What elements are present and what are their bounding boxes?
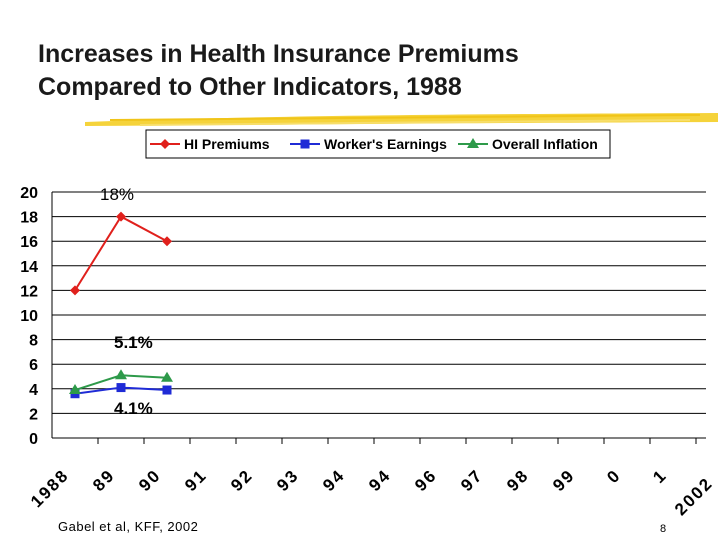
chart-series [69, 211, 173, 399]
legend-marker-triangle [467, 138, 479, 148]
x-tick-label: 91 [181, 465, 211, 495]
title-line-1: Increases in Health Insurance Premiums [38, 40, 519, 68]
legend-label: Overall Inflation [492, 136, 598, 152]
y-tick-label: 6 [29, 357, 38, 374]
x-tick-label: 96 [411, 465, 441, 495]
y-tick-label: 16 [20, 234, 38, 251]
data-point-square [116, 383, 126, 393]
x-tick-label: 90 [135, 465, 165, 495]
x-tick-label: 89 [89, 465, 119, 495]
x-tick-label: 92 [227, 465, 257, 495]
series-line [74, 215, 168, 291]
legend-marker-square [300, 139, 310, 149]
x-tick-label: 94 [319, 465, 349, 495]
chart-grid [52, 191, 706, 414]
x-tick-label: 93 [273, 465, 303, 495]
y-tick-label: 12 [20, 283, 38, 300]
x-tick-label: 99 [549, 465, 579, 495]
data-point-diamond [116, 211, 126, 222]
x-tick-label: 1988 [27, 465, 73, 511]
annotation-label: 18% [100, 185, 134, 204]
annotation-label: 5.1% [114, 333, 153, 352]
chart-labels: 18% 5.1% 4.1% [100, 185, 153, 418]
x-tick-label: 1 [649, 465, 671, 487]
y-tick-label: 18 [20, 210, 38, 227]
x-tick-label: 94 [365, 465, 395, 495]
legend-marker-diamond [160, 139, 170, 149]
y-tick-label: 10 [20, 308, 38, 325]
legend-label: HI Premiums [184, 136, 270, 152]
y-tick-label: 4 [29, 382, 38, 399]
chart-legend: HI Premiums Worker's Earnings Overall Infl… [145, 129, 611, 159]
data-point-square [162, 385, 172, 395]
x-tick-label: 2002 [671, 473, 717, 519]
x-tick-label: 0 [603, 465, 625, 487]
x-tick-label: 98 [503, 465, 533, 495]
page-number: 8 [660, 523, 667, 535]
source-citation: Gabel et al, KFF, 2002 [58, 519, 199, 534]
title-underline-brush [85, 113, 718, 126]
x-tick-label: 97 [457, 465, 487, 495]
annotation-label: 4.1% [114, 399, 153, 418]
data-point-diamond [162, 236, 172, 247]
y-tick-label: 14 [20, 259, 38, 276]
y-tick-label: 2 [29, 406, 38, 423]
legend-label: Worker's Earnings [324, 136, 447, 152]
y-tick-label: 8 [29, 333, 38, 350]
y-tick-label: 20 [20, 185, 38, 202]
legend-box [145, 129, 611, 159]
y-tick-label: 0 [29, 431, 38, 448]
data-point-diamond [70, 285, 80, 296]
data-point-triangle [69, 384, 81, 395]
data-point-triangle [115, 369, 127, 380]
slide-title: Increases in Health Insurance Premiums C… [38, 38, 519, 104]
data-point-triangle [161, 371, 173, 382]
title-line-2: Compared to Other Indicators, 1988 [38, 73, 462, 101]
